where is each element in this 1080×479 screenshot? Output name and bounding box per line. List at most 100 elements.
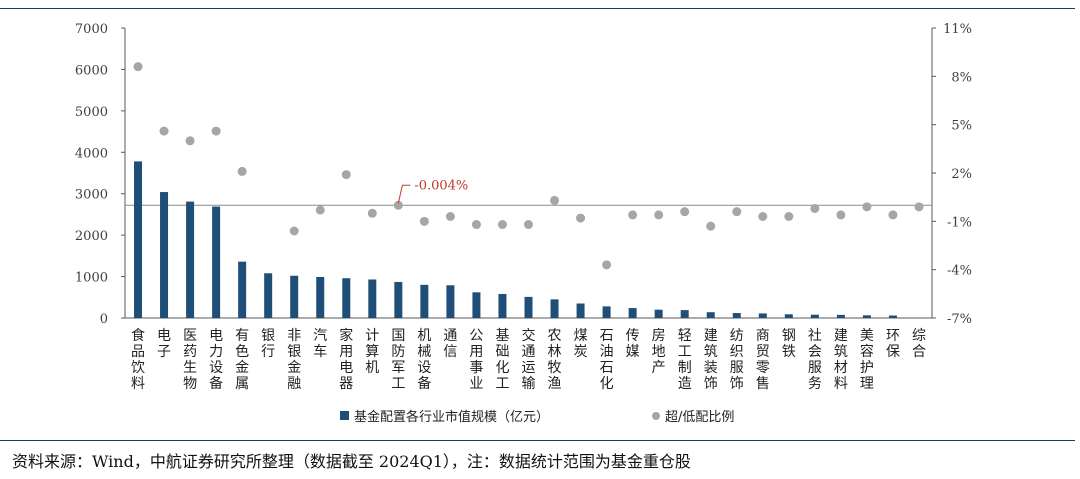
right-tick-label: 8%	[951, 70, 972, 85]
scatter-point	[315, 205, 325, 215]
scatter-point	[576, 213, 586, 223]
right-tick-label: 2%	[951, 167, 972, 182]
scatter-point	[133, 62, 143, 72]
category-label: 计算机	[365, 328, 379, 376]
bar	[368, 279, 377, 318]
bar	[576, 303, 585, 318]
category-label: 房地产	[652, 328, 666, 376]
right-tick-label: -1%	[947, 215, 972, 230]
category-label: 社会服务	[808, 328, 822, 392]
scatter-point	[159, 126, 169, 136]
category-label: 通信	[443, 328, 457, 360]
category-label: 医药生物	[183, 328, 197, 392]
scatter-point	[445, 212, 455, 221]
bottom-rule	[0, 440, 1075, 441]
annotation-leader	[397, 184, 411, 204]
bar	[862, 315, 871, 318]
left-tick-label: 2000	[75, 229, 108, 244]
bar	[810, 314, 819, 318]
scatter-point	[185, 136, 195, 146]
bar	[602, 306, 611, 318]
left-tick-label: 7000	[75, 22, 108, 37]
legend-scatter-swatch	[652, 412, 660, 420]
category-label: 环保	[886, 328, 900, 360]
scatter-point	[289, 226, 299, 236]
scatter-point	[862, 202, 872, 212]
scatter-point	[758, 212, 768, 221]
category-label: 基础化工	[495, 327, 509, 392]
scatter-point	[784, 212, 794, 221]
bar	[758, 313, 767, 318]
scatter-point	[419, 216, 429, 226]
bar	[680, 310, 689, 318]
bar	[446, 285, 455, 318]
category-label: 汽车	[313, 328, 327, 360]
right-tick-label: 5%	[951, 119, 972, 134]
top-rule	[0, 8, 1075, 9]
scatter-point	[628, 210, 638, 220]
bar	[134, 161, 143, 318]
category-label: 银行	[261, 328, 275, 360]
bar	[498, 293, 507, 318]
scatter-point	[680, 207, 690, 217]
bar	[420, 284, 429, 318]
scatter-point	[497, 220, 507, 230]
bar	[160, 192, 169, 318]
scatter-point	[393, 200, 403, 210]
scatter-point	[888, 210, 898, 220]
category-label: 建筑材料	[834, 328, 848, 392]
bar-scatter-chart: 0 1000 2000 3000 4000 5000 6000 7000 -7% -4% -1% 2%…	[75, 22, 972, 425]
left-tick-label: 5000	[75, 105, 108, 120]
right-tick-label: -7%	[947, 312, 972, 327]
left-tick-label: 1000	[75, 271, 108, 286]
category-label: 家用电器	[339, 327, 353, 392]
source-note: 资料来源：Wind，中航证券研究所整理（数据截至 2024Q1），注：数据统计范…	[12, 452, 691, 471]
bar	[316, 276, 325, 318]
annotation-label: -0.004%	[414, 178, 468, 193]
bar	[654, 309, 663, 318]
scatter-point	[914, 202, 924, 212]
scatter-point	[237, 166, 247, 176]
category-label: 有色金属	[235, 328, 249, 392]
bar	[342, 278, 351, 318]
category-label: 食品饮料	[131, 327, 145, 392]
bar	[290, 275, 299, 318]
category-label: 国防军工	[391, 328, 405, 392]
bar	[394, 281, 403, 318]
scatter-point	[732, 207, 742, 217]
category-label: 煤炭	[574, 328, 588, 360]
category-label: 农林牧渔	[548, 328, 562, 392]
category-label: 电子	[157, 328, 171, 360]
scatter-point	[810, 203, 820, 213]
bar	[186, 201, 195, 318]
left-tick-label: 4000	[75, 146, 108, 161]
legend-bar-label: 基金配置各行业市值规模（亿元）	[354, 409, 549, 425]
category-label: 交通运输	[522, 327, 536, 392]
category-label: 传媒	[626, 328, 640, 360]
bar	[550, 299, 559, 318]
category-label: 纺织服饰	[730, 328, 744, 392]
category-label: 钢铁	[782, 328, 796, 360]
left-tick-label: 0	[100, 312, 108, 327]
right-tick-label: 11%	[943, 22, 972, 37]
bar	[784, 314, 793, 318]
category-label: 综合	[912, 328, 926, 360]
category-label: 建筑装饰	[704, 328, 718, 392]
bar	[524, 296, 533, 318]
scatter-point	[367, 208, 377, 218]
legend-scatter-label: 超/低配比例	[665, 410, 734, 425]
bar	[732, 313, 741, 318]
left-tick-label: 3000	[75, 188, 108, 203]
scatter-point	[341, 170, 351, 180]
category-label: 轻工制造	[678, 328, 692, 392]
category-label: 商贸零售	[756, 328, 770, 392]
left-tick-label: 6000	[75, 63, 108, 78]
bar	[628, 308, 637, 318]
scatter-point	[524, 220, 533, 230]
category-label: 非银金融	[287, 328, 301, 392]
bar	[836, 314, 845, 318]
bar	[706, 312, 715, 318]
category-label: 机械设备	[417, 328, 431, 392]
scatter-point	[550, 195, 560, 205]
bar	[264, 273, 273, 318]
